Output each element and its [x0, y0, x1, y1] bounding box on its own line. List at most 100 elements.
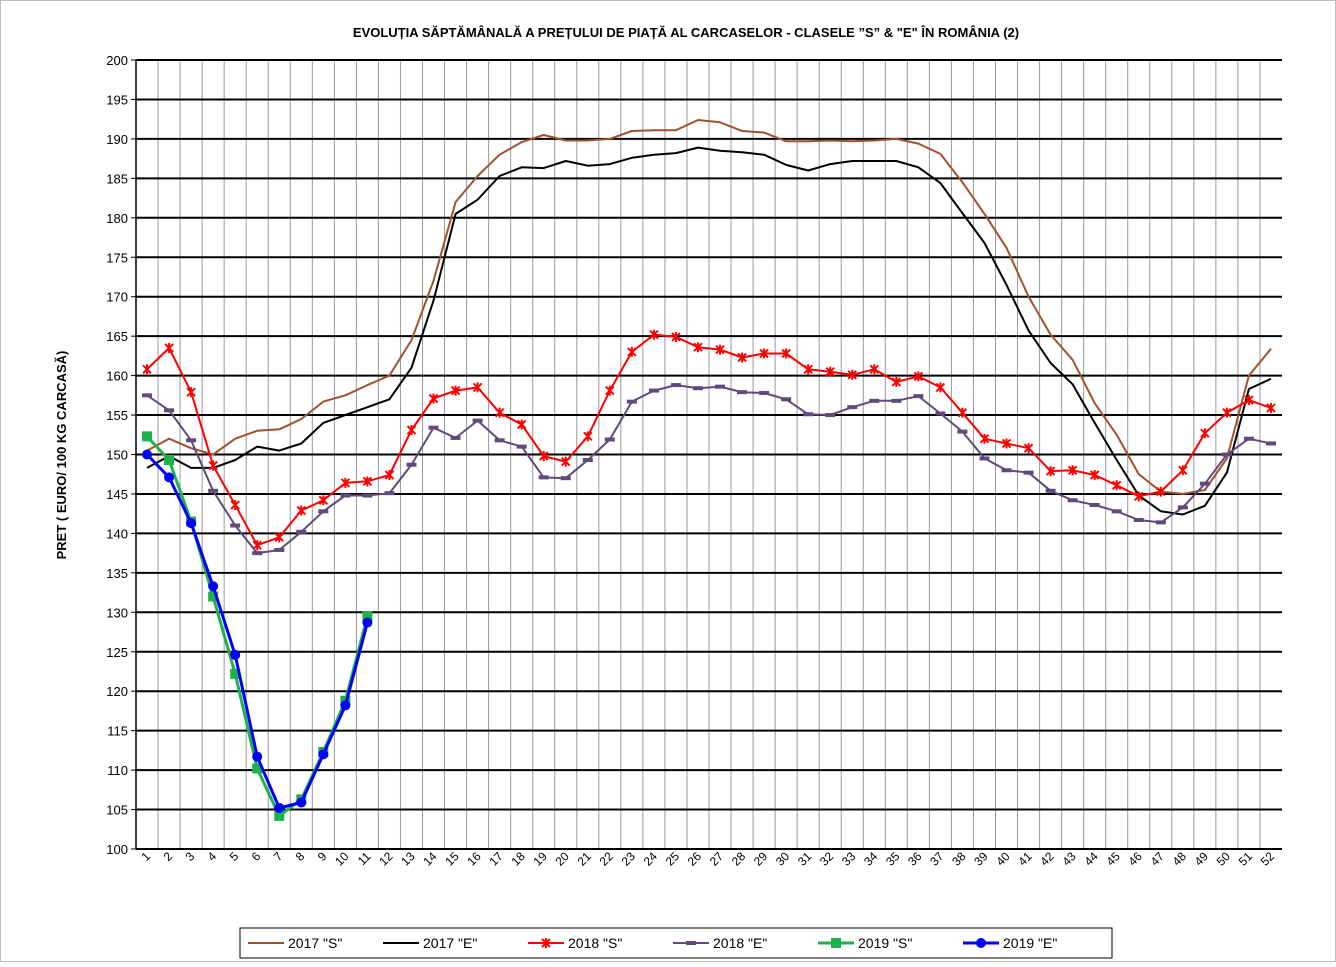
marker-dash: [648, 388, 659, 393]
marker-x: [230, 499, 240, 510]
y-tick-label: 110: [107, 763, 128, 778]
marker-dash: [1265, 441, 1276, 446]
marker-x: [1001, 438, 1012, 449]
marker-dash: [715, 384, 726, 389]
marker-x: [605, 385, 615, 396]
marker-dash: [164, 408, 175, 413]
marker-x: [627, 346, 637, 357]
marker-dash: [1221, 452, 1232, 457]
marker-x: [494, 407, 505, 418]
marker-dash: [1023, 470, 1034, 475]
marker-x: [957, 407, 968, 418]
marker-x: [1023, 443, 1034, 454]
marker-dash: [825, 413, 836, 418]
marker-dash: [1045, 488, 1056, 493]
marker-x: [803, 364, 813, 375]
marker-x: [208, 460, 218, 471]
marker-x: [164, 342, 174, 353]
marker-x: [186, 387, 196, 398]
y-tick-label: 140: [106, 526, 128, 541]
marker-x: [1045, 466, 1056, 477]
marker-x: [979, 433, 990, 444]
chart-title: EVOLUȚIA SĂPTĂMÂNALĂ A PREȚULUI DE PIAȚĂ…: [353, 25, 1019, 40]
marker-circle: [186, 518, 197, 529]
marker-dash: [869, 398, 880, 403]
marker-dash: [450, 435, 461, 440]
y-tick-label: 180: [106, 211, 128, 226]
marker-dash: [560, 476, 571, 481]
marker-x: [649, 329, 659, 340]
marker-x: [1178, 465, 1188, 476]
legend-marker: [831, 938, 841, 948]
marker-dash: [1067, 498, 1078, 503]
marker-x: [847, 369, 857, 380]
marker-dash: [516, 444, 527, 449]
y-tick-label: 120: [106, 684, 128, 699]
y-tick-label: 190: [106, 132, 128, 147]
marker-dash: [1111, 509, 1122, 514]
marker-dash: [494, 438, 505, 443]
marker-dash: [957, 429, 968, 434]
marker-dash: [186, 438, 197, 443]
marker-dash: [626, 399, 637, 404]
marker-dash: [296, 529, 307, 534]
marker-x: [561, 456, 571, 467]
marker-x: [1244, 395, 1254, 406]
marker-square: [142, 431, 153, 442]
marker-dash: [670, 383, 681, 388]
marker-dash: [737, 390, 748, 395]
marker-x: [1266, 402, 1276, 413]
marker-x: [935, 382, 946, 393]
marker-x: [362, 476, 373, 487]
marker-circle: [164, 472, 175, 483]
marker-x: [693, 342, 703, 353]
marker-dash: [692, 386, 703, 391]
marker-x: [384, 470, 395, 481]
series: [142, 383, 1276, 556]
y-tick-label: 115: [107, 724, 128, 739]
marker-dash: [472, 418, 483, 423]
marker-circle: [296, 797, 307, 808]
marker-x: [516, 419, 527, 430]
marker-x: [340, 477, 351, 488]
series: [142, 329, 1276, 551]
legend-label: 2017 "S": [288, 935, 342, 951]
marker-x: [1089, 470, 1100, 481]
marker-x: [472, 382, 483, 393]
marker-x: [1112, 480, 1122, 491]
marker-dash: [781, 397, 792, 402]
marker-dash: [891, 398, 902, 403]
marker-x: [1222, 407, 1232, 418]
marker-square: [230, 668, 241, 679]
y-tick-label: 170: [106, 290, 128, 305]
marker-x: [274, 532, 284, 543]
y-tick-label: 150: [106, 448, 128, 463]
marker-x: [252, 540, 262, 551]
marker-square: [208, 591, 219, 602]
legend-marker: [541, 938, 551, 948]
legend-label: 2019 "S": [858, 935, 912, 951]
marker-dash: [252, 551, 263, 556]
marker-circle: [142, 449, 153, 460]
marker-circle: [274, 802, 285, 813]
marker-dash: [142, 393, 153, 398]
y-tick-label: 165: [106, 329, 128, 344]
marker-dash: [1243, 436, 1254, 441]
legend-marker: [686, 941, 696, 945]
marker-circle: [230, 649, 241, 660]
marker-dash: [384, 491, 395, 496]
marker-dash: [208, 488, 219, 493]
marker-x: [539, 451, 549, 462]
series-line: [146, 384, 1272, 555]
marker-dash: [362, 493, 373, 498]
marker-dash: [538, 475, 549, 480]
marker-square: [164, 455, 175, 466]
y-tick-label: 105: [106, 803, 128, 818]
series-line: [146, 333, 1272, 547]
marker-dash: [1177, 505, 1188, 510]
y-tick-label: 160: [106, 369, 128, 384]
marker-circle: [318, 749, 329, 760]
y-tick-label: 130: [106, 605, 128, 620]
